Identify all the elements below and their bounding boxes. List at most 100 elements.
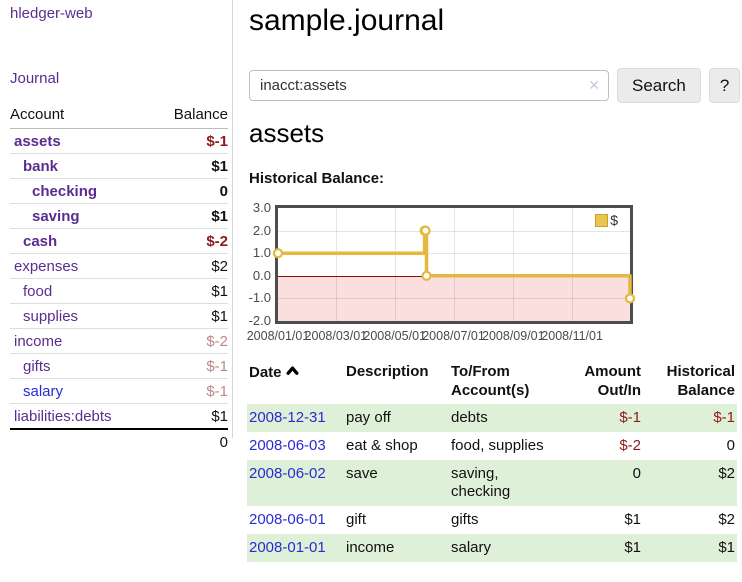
accounts-total-spacer	[10, 428, 153, 455]
account-link-expenses[interactable]: expenses	[14, 258, 79, 275]
x-axis-label: 2008/05/01	[363, 329, 426, 343]
search-button[interactable]: Search	[617, 68, 701, 103]
x-axis-label: 2008/07/01	[422, 329, 485, 343]
account-cell: food	[10, 279, 152, 304]
account-cell: expenses	[10, 254, 152, 279]
sidebar: hledger-web Journal Account Balance asse…	[0, 0, 233, 455]
account-balance: $1	[211, 283, 228, 300]
account-cell: checking	[10, 179, 152, 204]
chart-gridline	[453, 208, 455, 321]
account-link-income[interactable]: income	[14, 333, 63, 350]
account-link-bank[interactable]: bank	[23, 158, 59, 175]
account-balance: $1	[211, 408, 228, 425]
account-row: salary $-1	[10, 378, 228, 404]
transaction-date-cell: 2008-06-01	[247, 506, 344, 534]
accounts-total-row: 0	[10, 428, 228, 455]
transaction-date-link[interactable]: 2008-06-02	[249, 465, 326, 482]
search-input[interactable]	[249, 70, 609, 101]
account-link-cash[interactable]: cash	[23, 233, 58, 250]
transaction-row: 2008-12-31 pay off debts $-1 $-1	[247, 404, 737, 432]
account-cell: income	[10, 329, 152, 354]
account-balance: $-1	[206, 383, 228, 400]
app-title-link[interactable]: hledger-web	[10, 5, 93, 22]
account-row: saving $1	[10, 203, 228, 229]
transaction-amount: $-2	[619, 437, 641, 454]
chart-gridline	[335, 208, 337, 321]
transaction-balance: $2	[718, 465, 735, 482]
transaction-date-link[interactable]: 2008-06-01	[249, 511, 326, 528]
historical-balance-chart: 3.0 2.0 1.0 0.0 -1.0 -2.0 $ 2008/01/01 2008/03…	[247, 197, 667, 347]
chart-gridline	[278, 230, 630, 232]
transaction-balance: 0	[726, 437, 735, 454]
y-axis-label: 2.0	[252, 222, 271, 238]
search-row: ✕ Search ?	[249, 68, 741, 103]
account-page-title: assets	[249, 118, 325, 148]
transaction-date-link[interactable]: 2008-06-03	[249, 437, 326, 454]
account-link-supplies[interactable]: supplies	[23, 308, 79, 325]
accounts-table: Account Balance assets $-1 bank $1 checking 0…	[10, 104, 228, 455]
account-balance: $2	[211, 258, 228, 275]
transaction-description: gift	[346, 511, 367, 528]
accounts-header-row: Account Balance	[10, 104, 228, 129]
transaction-accounts: saving, checking	[451, 465, 511, 500]
transaction-amount: $-1	[619, 409, 641, 426]
transaction-row: 2008-06-03 eat & shop food, supplies $-2 0	[247, 432, 737, 460]
register-header-row: Date Description To/From Account(s) Amou…	[247, 358, 737, 404]
chart-line-layer	[272, 225, 636, 304]
transaction-balance: $2	[718, 511, 735, 528]
chart-legend: $	[593, 211, 620, 229]
account-link-checking[interactable]: checking	[32, 183, 98, 200]
transaction-balance: $-1	[713, 409, 735, 426]
data-point-marker	[420, 225, 431, 236]
account-cell: salary	[10, 379, 152, 404]
transaction-description: save	[346, 465, 378, 482]
account-cell: gifts	[10, 354, 152, 379]
account-cell: liabilities:debts	[10, 404, 152, 430]
account-balance: $-2	[206, 233, 228, 250]
account-row: food $1	[10, 278, 228, 304]
accounts-table-body: assets $-1 bank $1 checking 0 saving $1 cash $-2 e…	[10, 129, 228, 430]
account-balance: $-1	[206, 358, 228, 375]
legend-label: $	[610, 212, 618, 228]
account-balance: $1	[211, 158, 228, 175]
account-link-salary[interactable]: salary	[23, 383, 64, 400]
chart-gridline	[278, 298, 630, 300]
main-panel: sample.journal ✕ Search ? assets Histori…	[247, 0, 742, 582]
transaction-date-link[interactable]: 2008-01-01	[249, 539, 326, 556]
page-title: sample.journal	[249, 4, 445, 37]
transaction-accounts: gifts	[451, 511, 479, 528]
accounts-total-value: 0	[152, 428, 228, 455]
account-row: checking 0	[10, 178, 228, 204]
help-button[interactable]: ?	[708, 68, 741, 103]
account-balance: $1	[211, 208, 228, 225]
register-header-date[interactable]: Date	[247, 358, 344, 404]
sidebar-item-journal[interactable]: Journal	[10, 70, 60, 87]
register-header-balance: Historical Balance	[666, 363, 735, 399]
transaction-accounts: food, supplies	[451, 437, 544, 454]
legend-swatch-icon	[595, 213, 609, 227]
chart-gridline	[513, 208, 515, 321]
account-row: expenses $2	[10, 253, 228, 279]
transaction-row: 2008-06-02 save saving, checking 0 $2	[247, 460, 737, 506]
account-row: gifts $-1	[10, 353, 228, 379]
account-link-saving[interactable]: saving	[32, 208, 80, 225]
chart-gridline	[394, 208, 396, 321]
transaction-balance: $1	[718, 539, 735, 556]
account-balance: $-2	[206, 333, 228, 350]
x-axis-label: 2008/11/01	[541, 329, 603, 343]
transaction-date-cell: 2008-06-03	[247, 432, 344, 460]
y-axis-label: -1.0	[248, 290, 271, 306]
y-axis-label: 1.0	[252, 245, 271, 261]
account-link-gifts[interactable]: gifts	[23, 358, 51, 375]
register-header-description: Description	[346, 363, 429, 380]
account-link-assets[interactable]: assets	[14, 133, 61, 150]
chart-title: Historical Balance:	[249, 170, 385, 187]
account-link-liabilities-debts[interactable]: liabilities:debts	[14, 408, 112, 425]
account-link-food[interactable]: food	[23, 283, 53, 300]
transaction-accounts: debts	[451, 409, 488, 426]
account-cell: cash	[10, 229, 152, 254]
balance-line	[278, 228, 632, 299]
transaction-date-link[interactable]: 2008-12-31	[249, 409, 326, 426]
x-axis-label: 2008/03/01	[304, 329, 368, 343]
clear-search-icon[interactable]: ✕	[588, 77, 600, 93]
